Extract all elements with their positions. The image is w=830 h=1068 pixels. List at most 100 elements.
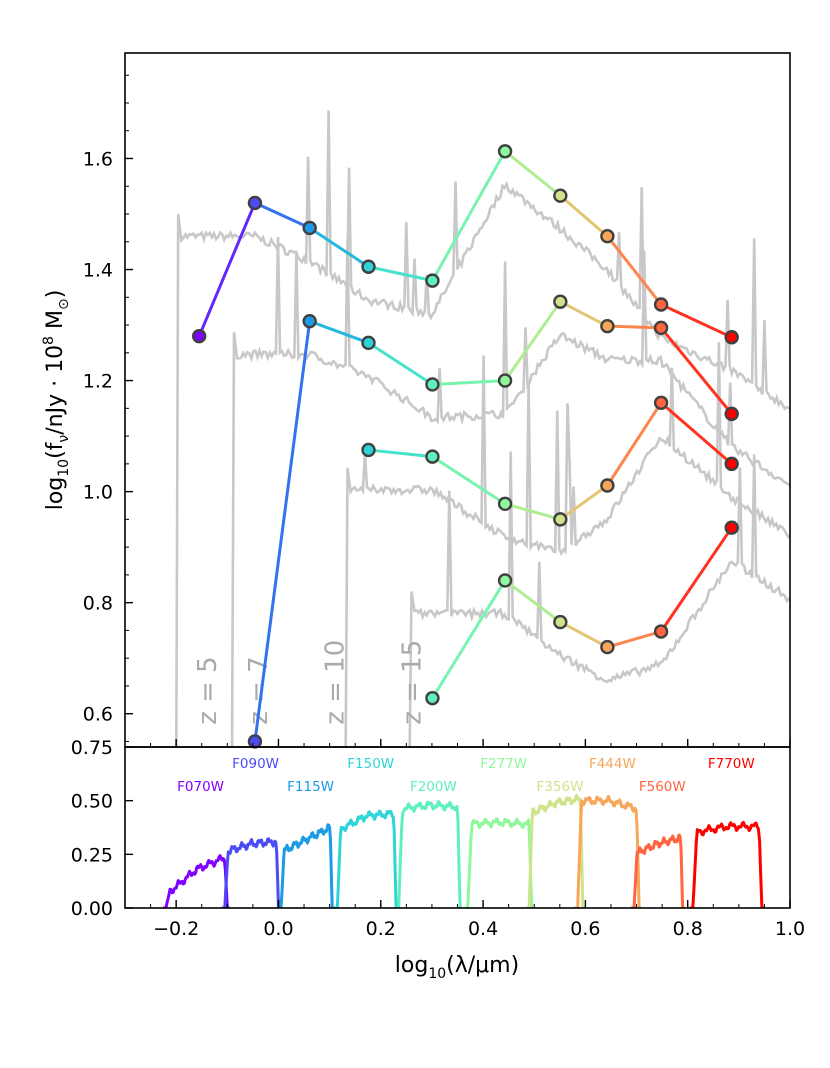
x-axis-title: log10(λ/μm) — [395, 953, 519, 982]
y-tick-label: 0.00 — [71, 898, 113, 920]
filter-curve-f150w — [334, 809, 399, 908]
axis-ticks — [124, 74, 791, 909]
filter-curve-f444w — [574, 794, 642, 908]
y-axis-title: log10(fν/nJy · 108 M⊙) — [41, 290, 72, 511]
sed-segment — [503, 502, 562, 521]
sed-point — [302, 313, 317, 329]
sed-segment — [430, 379, 507, 386]
redshift-label: z = 15 — [398, 640, 428, 725]
sed-segment — [605, 324, 663, 330]
sed-segment — [605, 630, 663, 649]
sed-segment — [558, 300, 609, 328]
filter-label-f115w: F115W — [287, 779, 334, 795]
sed-segment — [659, 326, 734, 416]
sed-segment — [605, 401, 663, 488]
sed-segment — [366, 341, 434, 386]
model-spectra — [174, 110, 790, 747]
x-tick-label: 1.0 — [775, 918, 805, 940]
filter-curve-f070w — [162, 854, 230, 908]
sed-point — [724, 330, 739, 345]
sed-point — [600, 639, 615, 655]
sed-point — [553, 294, 568, 309]
x-tick-label: 0.4 — [468, 918, 498, 940]
y-tick-label: 1.2 — [83, 371, 113, 393]
sed-segment — [659, 303, 734, 339]
filter-curve-f770w — [689, 820, 764, 908]
photometry-points — [191, 144, 739, 749]
sed-segment — [253, 201, 312, 230]
sed-segment — [430, 149, 507, 283]
filter-curve-f277w — [464, 817, 534, 908]
sed-point — [600, 478, 615, 493]
sed-point — [247, 195, 263, 211]
filter-label-f277w: F277W — [480, 756, 527, 772]
sed-segment — [253, 319, 312, 743]
sed-segment — [605, 234, 663, 307]
filter-label-f200w: F200W — [410, 779, 457, 795]
photometry-lines — [197, 149, 734, 743]
y-tick-label: 0.6 — [83, 704, 113, 726]
x-tick-label: 0.0 — [263, 918, 293, 940]
sed-point — [425, 690, 440, 706]
sed-segment — [558, 620, 609, 649]
sed-segment — [366, 265, 434, 283]
sed-point — [361, 335, 376, 351]
filter-curve-f560w — [630, 833, 685, 908]
filter-label-f090w: F090W — [232, 756, 279, 772]
filter-label-f150w: F150W — [347, 756, 394, 772]
filter-throughput-curves — [162, 793, 764, 908]
sed-segment — [503, 149, 562, 198]
sed-point — [724, 456, 739, 472]
sed-segment — [366, 448, 434, 459]
sed-point — [247, 734, 263, 749]
sed-segment — [430, 578, 507, 700]
filter-curve-f115w — [277, 823, 335, 908]
sed-point — [361, 259, 376, 274]
sed-point — [497, 144, 513, 159]
x-tick-label: 0.2 — [366, 918, 396, 940]
model-spectrum-line — [408, 451, 790, 747]
x-tick-label: 0.8 — [673, 918, 703, 940]
filter-labels: F070W F090W F115W F150W F200W F277W F356W F444W… — [177, 756, 755, 795]
filter-label-f770w: F770W — [708, 756, 755, 772]
filter-label-f560w: F560W — [639, 779, 686, 795]
sed-point — [497, 496, 513, 512]
sed-point — [497, 573, 513, 588]
filter-curve-f356w — [526, 793, 585, 908]
sed-point — [553, 614, 568, 630]
sed-segment — [503, 300, 562, 383]
sed-point — [653, 320, 669, 336]
filter-label-f444w: F444W — [589, 756, 636, 772]
y-tick-label: 1.0 — [83, 482, 113, 504]
sed-segment — [197, 201, 257, 338]
sed-point — [600, 318, 615, 334]
sed-segment — [558, 484, 609, 521]
filter-label-f070w: F070W — [177, 779, 224, 795]
sed-point — [302, 220, 317, 236]
redshift-label: z = 5 — [193, 656, 223, 725]
sed-segment — [308, 319, 370, 345]
sed-point — [425, 273, 440, 288]
model-spectrum-line — [344, 342, 790, 747]
filter-label-f356w: F356W — [537, 779, 584, 795]
sed-point — [497, 373, 513, 388]
sed-point — [191, 328, 207, 344]
redshift-label: z = 10 — [321, 640, 351, 725]
sed-point — [724, 406, 739, 422]
x-tick-label: 0.6 — [570, 918, 600, 940]
sed-segment — [308, 226, 370, 269]
sed-point — [653, 624, 669, 639]
sed-point — [724, 520, 739, 535]
axis-tick-labels: 0.6 0.8 1.0 1.2 1.4 1.6 0.00 0.25 0.50 0.75 −0.2 0.… — [71, 148, 805, 940]
sed-point — [600, 229, 615, 244]
sed-point — [653, 297, 669, 312]
filter-curve-f200w — [395, 800, 463, 908]
x-tick-label: −0.2 — [153, 918, 199, 940]
sed-point — [553, 512, 568, 527]
top-panel-frame — [124, 52, 791, 748]
sed-segment — [503, 578, 562, 624]
sed-point — [425, 449, 440, 464]
sed-point — [553, 188, 568, 203]
